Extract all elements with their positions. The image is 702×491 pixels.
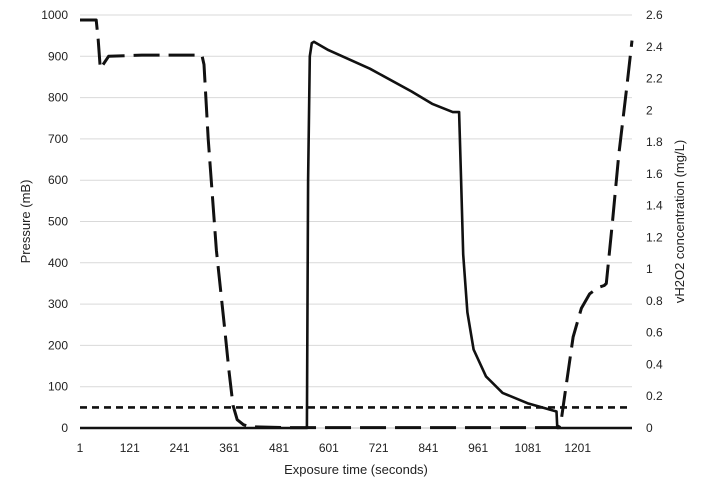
y-tick-right-label: 1.2 [646,230,663,244]
x-tick-label: 121 [120,441,140,455]
y-tick-right-label: 0 [646,421,653,435]
y-tick-left-label: 300 [48,297,68,311]
y-tick-left-label: 700 [48,132,68,146]
x-tick-label: 601 [319,441,339,455]
y-tick-right-label: 0.8 [646,294,663,308]
x-tick-label: 1201 [564,441,591,455]
y-axis-left-ticks: 0 100 200 300 400 500 600 700 800 900 1000 [41,8,68,435]
y-axis-right-ticks: 0 0.2 0.4 0.6 0.8 1 1.2 1.4 1.6 1.8 2 2.2 2.4 2.6 [646,8,663,435]
x-tick-label: 241 [170,441,190,455]
y-axis-left-title: Pressure (mB) [18,180,33,264]
y-tick-right-label: 1 [646,262,653,276]
x-tick-label: 841 [418,441,438,455]
y-tick-right-label: 1.4 [646,199,663,213]
y-tick-left-label: 400 [48,256,68,270]
gridlines [80,14,632,388]
x-tick-label: 361 [219,441,239,455]
y-tick-left-label: 800 [48,91,68,105]
y-tick-left-label: 900 [48,49,68,63]
y-tick-left-label: 1000 [41,8,68,22]
series [80,18,634,430]
y-tick-left-label: 0 [61,421,68,435]
y-tick-right-label: 2 [646,103,653,117]
x-axis-ticks: 1 121 241 361 481 601 721 841 961 1081 1201 [77,441,592,455]
y-tick-left-label: 200 [48,338,68,352]
y-tick-right-label: 2.6 [646,8,663,22]
y-axis-right-title: vH2O2 concentration (mg/L) [672,140,687,303]
y-tick-left-label: 600 [48,173,68,187]
x-tick-label: 1 [77,441,84,455]
y-tick-left-label: 500 [48,215,68,229]
series-line-long-dash [80,18,634,430]
x-tick-label: 481 [269,441,289,455]
y-tick-right-label: 0.4 [646,357,663,371]
x-tick-label: 1081 [515,441,542,455]
y-tick-right-label: 0.6 [646,326,663,340]
series-line-solid [80,40,632,430]
y-tick-right-label: 1.8 [646,135,663,149]
x-tick-label: 961 [468,441,488,455]
y-tick-right-label: 0.2 [646,389,663,403]
x-tick-label: 721 [369,441,389,455]
y-tick-right-label: 2.2 [646,72,663,86]
y-tick-right-label: 2.4 [646,40,663,54]
y-tick-right-label: 1.6 [646,167,663,181]
y-tick-left-label: 100 [48,380,68,394]
x-axis-title: Exposure time (seconds) [284,462,428,477]
